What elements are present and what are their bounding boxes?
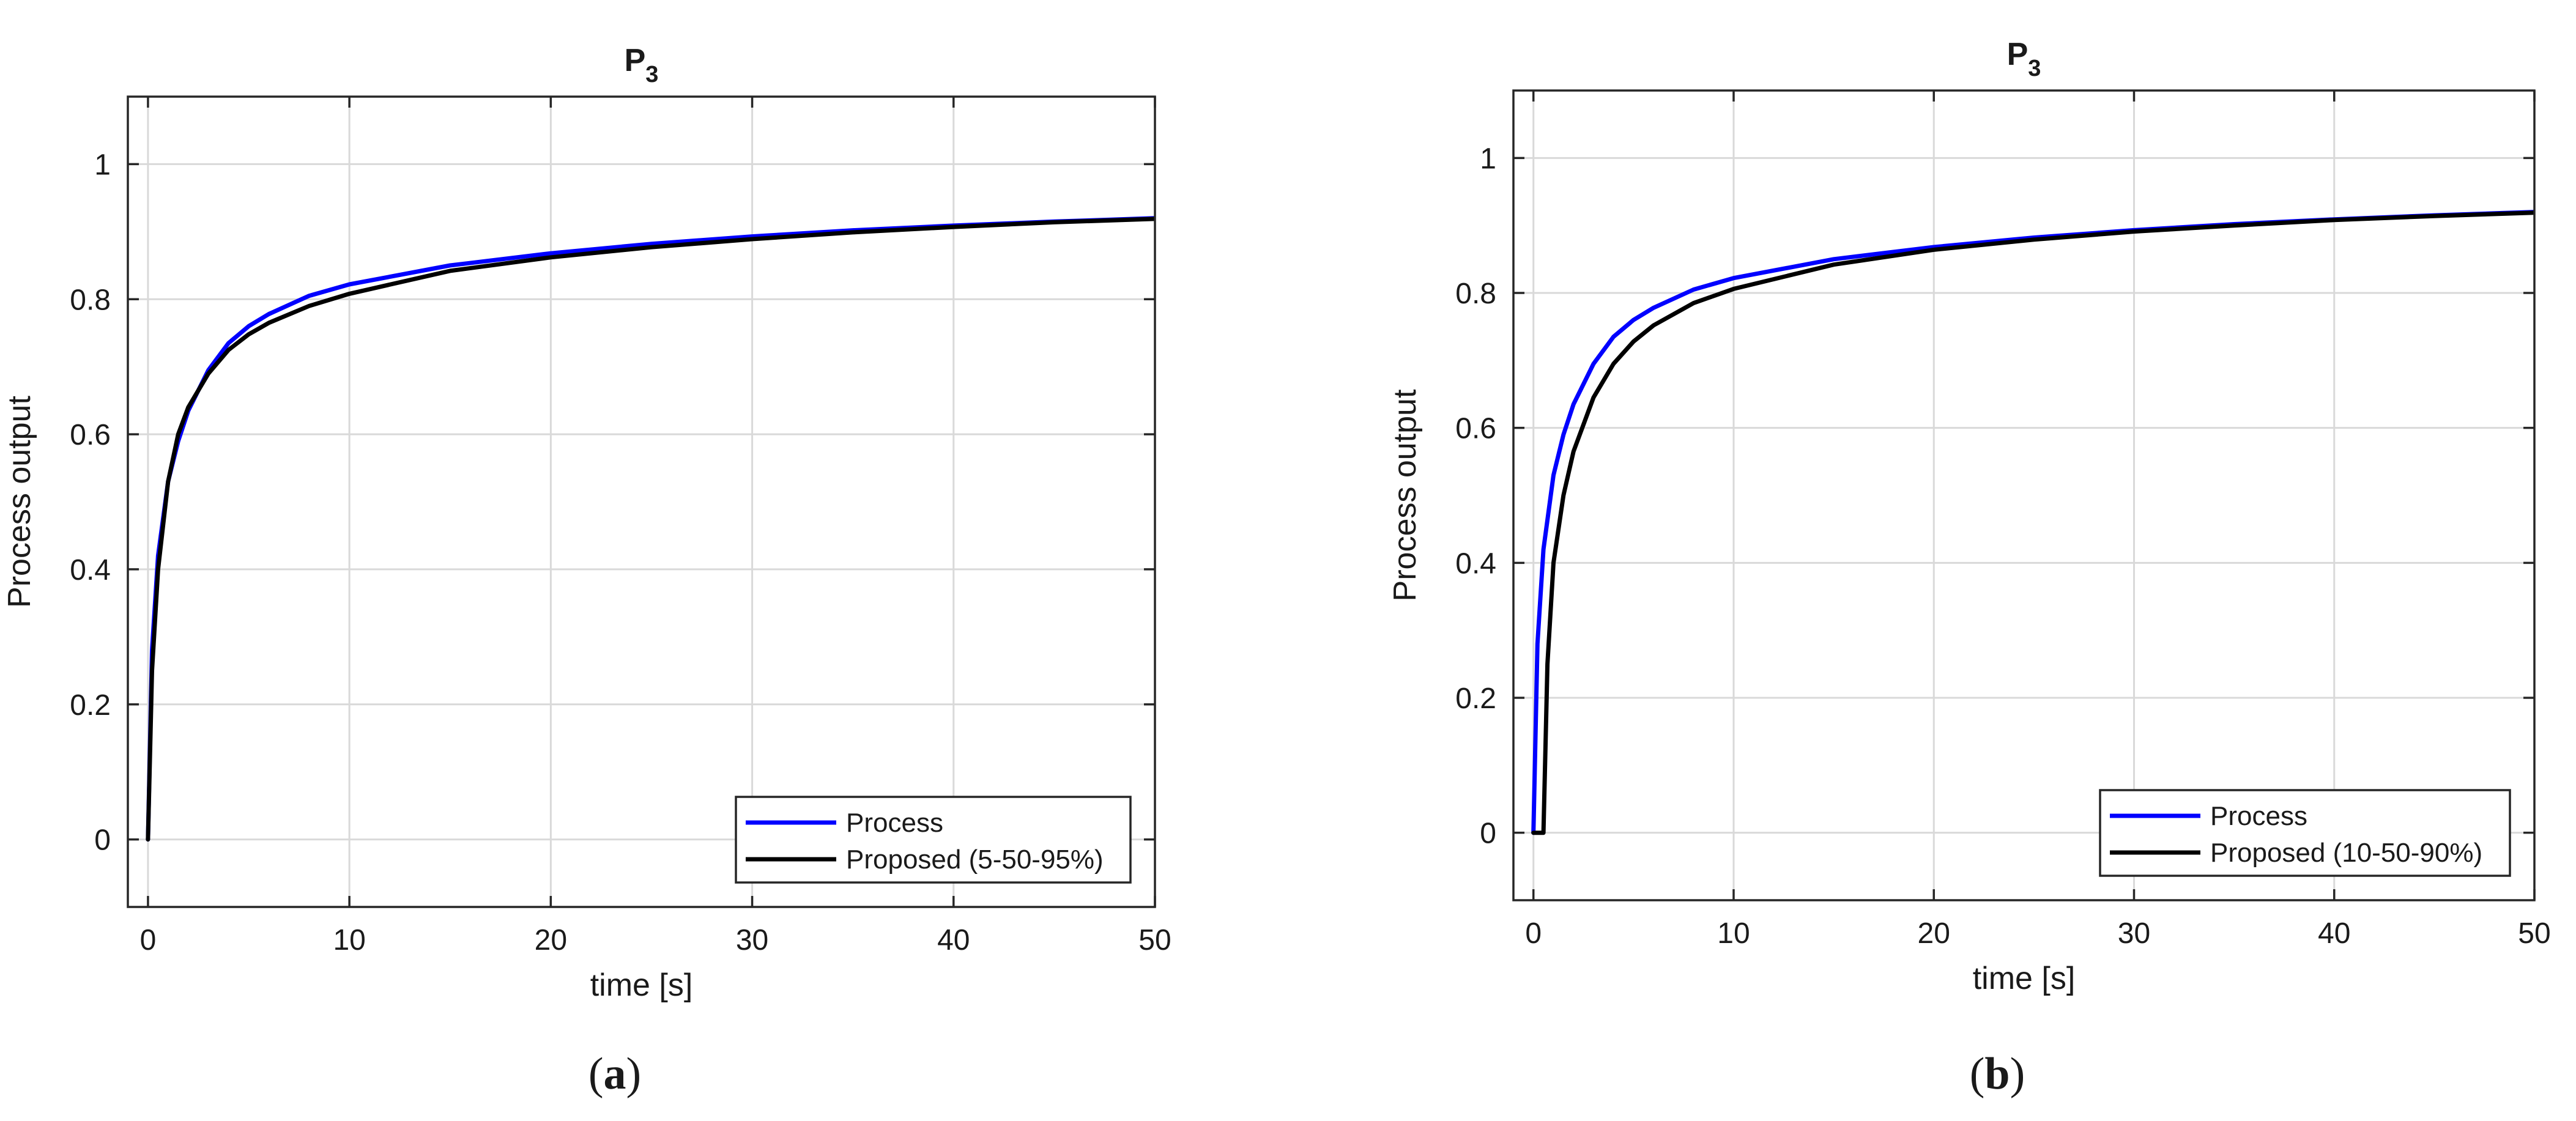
chart-b-caption-open: (: [1970, 1049, 1985, 1099]
chart-b-xtick-label-4: 40: [2318, 917, 2350, 950]
chart-b-xtick-label-1: 10: [1717, 917, 1750, 950]
chart-b-series-process: [1531, 210, 2534, 835]
chart-b: 0 10 20 30 40 50 0 0.2 0.4 0.6 0.8 1 P3 time [s] Proce…: [1387, 37, 2551, 1099]
chart-a-axes-box: [127, 95, 1156, 908]
chart-b-xtick-label-2: 20: [1918, 917, 1950, 950]
chart-b-ytick-label-4: 0.8: [1455, 278, 1496, 310]
chart-a-legend-label-0: Process: [846, 808, 943, 838]
chart-b-legend-box: [2099, 789, 2511, 877]
chart-b-axes-box: [1512, 89, 2536, 901]
chart-b-ytick-label-5: 1: [1480, 142, 1496, 175]
chart-b-caption: (b): [1970, 1049, 2025, 1099]
chart-b-series-proposed: [1531, 210, 2534, 835]
chart-b-legend: Process Proposed (10-50-90%): [2099, 789, 2511, 877]
chart-a-ytick-label-5: 1: [94, 149, 111, 181]
chart-a-title-main: P: [625, 43, 646, 78]
chart-b-ytick-label-3: 0.6: [1455, 413, 1496, 445]
chart-a-ytick-label-0: 0: [94, 824, 111, 857]
chart-b-xtick-label-0: 0: [1525, 917, 1542, 950]
chart-a-series-proposed: [146, 216, 1155, 842]
chart-b-xtick-label-3: 30: [2118, 917, 2150, 950]
chart-b-caption-close: ): [2010, 1049, 2025, 1099]
chart-b-ylabel: Process output: [1387, 389, 1423, 601]
chart-b-ytick-label-0: 0: [1480, 818, 1496, 850]
chart-a-legend-label-1: Proposed (5-50-95%): [846, 845, 1104, 875]
chart-b-title-sub: 3: [2028, 56, 2041, 81]
chart-a-title-sub: 3: [645, 62, 658, 87]
chart-b-xlabel: time [s]: [1973, 961, 2076, 996]
chart-a-caption-close: ): [626, 1049, 642, 1099]
chart-b-title-main: P: [2007, 37, 2029, 72]
chart-b-xtick-label-5: 50: [2518, 917, 2550, 950]
chart-a-ylabel: Process output: [2, 396, 37, 608]
chart-a-ytick-label-2: 0.4: [70, 554, 111, 586]
chart-b-ytick-label-2: 0.4: [1455, 547, 1496, 580]
chart-a-xtick-label-2: 20: [535, 924, 567, 956]
chart-a-xtick-label-4: 40: [937, 924, 970, 956]
chart-a-xtick-label-0: 0: [140, 924, 157, 956]
chart-a-xtick-label-3: 30: [736, 924, 768, 956]
chart-a-xtick-label-1: 10: [333, 924, 365, 956]
chart-a-caption: (a): [588, 1049, 641, 1099]
chart-a-title: P3: [625, 43, 659, 87]
chart-b-legend-label-1: Proposed (10-50-90%): [2210, 838, 2482, 868]
chart-a-xtick-label-5: 50: [1138, 924, 1171, 956]
chart-b-ytick-label-1: 0.2: [1455, 683, 1496, 715]
chart-a-ytick-label-3: 0.6: [70, 419, 111, 451]
chart-a-caption-open: (: [588, 1049, 604, 1099]
chart-a-legend: Process Proposed (5-50-95%): [735, 796, 1132, 884]
chart-a-legend-box: [735, 796, 1132, 884]
chart-a-xlabel: time [s]: [590, 967, 693, 1003]
chart-b-title: P3: [2007, 37, 2041, 81]
chart-a-caption-letter: a: [604, 1049, 626, 1099]
chart-a-ytick-label-4: 0.8: [70, 284, 111, 316]
chart-b-caption-letter: b: [1984, 1049, 2010, 1099]
chart-a: 0 10 20 30 40 50 0 0.2 0.4 0.6 0.8 1 P3 time [s] Proce…: [2, 43, 1171, 1099]
chart-b-legend-label-0: Process: [2210, 801, 2307, 831]
chart-a-ytick-label-1: 0.2: [70, 689, 111, 722]
